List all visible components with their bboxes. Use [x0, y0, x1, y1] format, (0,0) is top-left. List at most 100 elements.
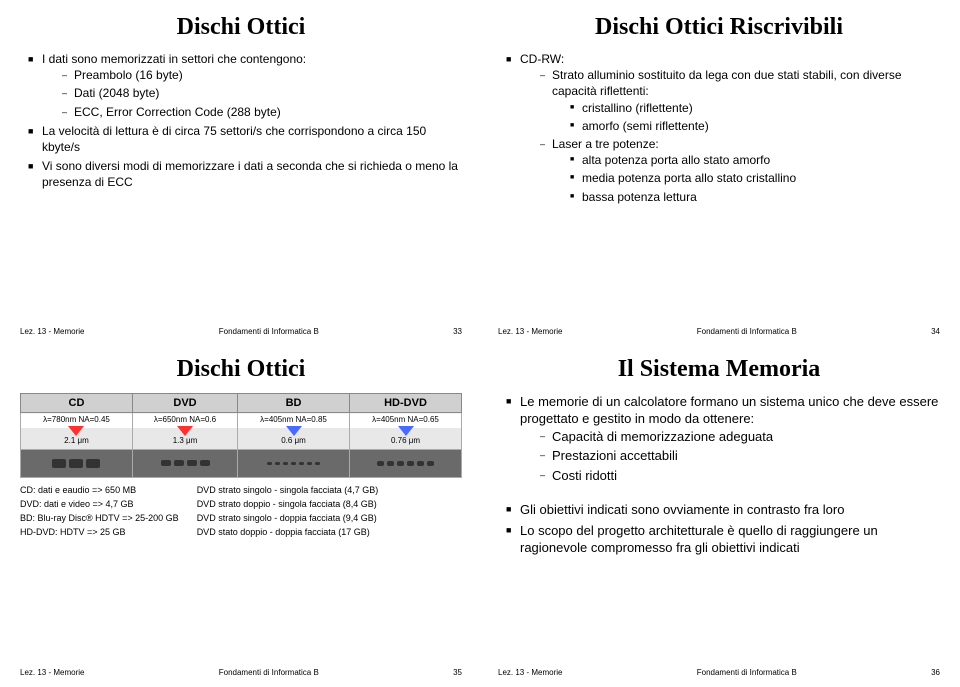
sub-bullet: Capacità di memorizzazione adeguata — [540, 428, 940, 446]
footer-page: 36 — [931, 668, 940, 677]
footer-page: 34 — [931, 327, 940, 336]
bullet: La velocità di lettura è di circa 75 set… — [28, 123, 462, 155]
legend-item: DVD strato singolo - doppia facciata (9,… — [197, 512, 379, 524]
sub-bullet: Costi ridotti — [540, 467, 940, 485]
sub-bullet: ECC, Error Correction Code (288 byte) — [62, 104, 462, 120]
sub-bullet-text: Laser a tre potenze: — [552, 137, 659, 151]
legend-item: DVD strato doppio - singola facciata (8,… — [197, 498, 379, 510]
footer-left: Lez. 13 - Memorie — [20, 327, 84, 336]
slide-footer: Lez. 13 - Memorie Fondamenti di Informat… — [20, 668, 462, 677]
laser-icon — [286, 426, 302, 436]
pit-icon — [283, 462, 288, 465]
disc-comparison-table: CD DVD BD HD-DVD λ=780nm NA=0.45 2.1 μm … — [20, 393, 462, 478]
pit-icon — [161, 460, 171, 466]
footer-center: Fondamenti di Informatica B — [697, 668, 797, 677]
col-header: HD-DVD — [350, 393, 462, 413]
bullet: Gli obiettivi indicati sono ovviamente i… — [506, 501, 940, 519]
slide-sistema-memoria: Il Sistema Memoria Le memorie di un calc… — [484, 348, 954, 682]
pits-row — [21, 449, 462, 477]
slide-dischi-ottici-1: Dischi Ottici I dati sono memorizzati in… — [6, 6, 476, 340]
legend-right: DVD strato singolo - singola facciata (4… — [197, 484, 379, 539]
spot-text: 0.76 μm — [352, 436, 459, 447]
laser-icon — [68, 426, 84, 436]
col-header: BD — [238, 393, 350, 413]
sub-bullet: Laser a tre potenze: alta potenza porta … — [540, 136, 940, 205]
spec-text: λ=405nm NA=0.85 — [240, 415, 347, 426]
spec-text: λ=405nm NA=0.65 — [352, 415, 459, 426]
laser-cell: λ=780nm NA=0.45 2.1 μm — [21, 413, 133, 450]
pit-icon — [52, 459, 66, 467]
sub-bullet: Prestazioni accettabili — [540, 447, 940, 465]
sub2-bullet: media potenza porta allo stato cristalli… — [570, 170, 940, 186]
laser-spec-row: λ=780nm NA=0.45 2.1 μm λ=650nm NA=0.6 1.… — [21, 413, 462, 450]
pit-icon — [187, 460, 197, 466]
footer-left: Lez. 13 - Memorie — [498, 668, 562, 677]
slide-content: CD-RW: Strato alluminio sostituito da le… — [498, 51, 940, 323]
footer-center: Fondamenti di Informatica B — [219, 668, 319, 677]
slide-title: Il Sistema Memoria — [498, 356, 940, 383]
spot-text: 1.3 μm — [135, 436, 235, 447]
bullet: Vi sono diversi modi di memorizzare i da… — [28, 158, 462, 190]
slide-dischi-ottici-table: Dischi Ottici CD DVD BD HD-DVD λ=780nm N… — [6, 348, 476, 682]
pit-icon — [267, 462, 272, 465]
pit-icon — [315, 462, 320, 465]
pit-icon — [275, 462, 280, 465]
slide-dischi-riscrivibili: Dischi Ottici Riscrivibili CD-RW: Strato… — [484, 6, 954, 340]
slide-footer: Lez. 13 - Memorie Fondamenti di Informat… — [20, 327, 462, 336]
table-header-row: CD DVD BD HD-DVD — [21, 393, 462, 413]
footer-page: 33 — [453, 327, 462, 336]
slide-footer: Lez. 13 - Memorie Fondamenti di Informat… — [498, 668, 940, 677]
pit-icon — [397, 461, 404, 465]
sub-bullet: Preambolo (16 byte) — [62, 67, 462, 83]
laser-cell: λ=650nm NA=0.6 1.3 μm — [132, 413, 237, 450]
slide-footer: Lez. 13 - Memorie Fondamenti di Informat… — [498, 327, 940, 336]
bullet: I dati sono memorizzati in settori che c… — [28, 51, 462, 120]
legend-item: DVD strato singolo - singola facciata (4… — [197, 484, 379, 496]
slide-title: Dischi Ottici — [20, 356, 462, 383]
pit-icon — [86, 459, 100, 467]
col-header: CD — [21, 393, 133, 413]
pit-icon — [174, 460, 184, 466]
laser-icon — [398, 426, 414, 436]
footer-center: Fondamenti di Informatica B — [697, 327, 797, 336]
sub2-bullet: bassa potenza lettura — [570, 189, 940, 205]
slide-content: I dati sono memorizzati in settori che c… — [20, 51, 462, 323]
legend-item: CD: dati e eaudio => 650 MB — [20, 484, 179, 496]
pit-icon — [200, 460, 210, 466]
spot-text: 0.6 μm — [240, 436, 347, 447]
legend-left: CD: dati e eaudio => 650 MB DVD: dati e … — [20, 484, 179, 539]
pit-icon — [417, 461, 424, 465]
sub2-bullet: alta potenza porta allo stato amorfo — [570, 152, 940, 168]
sub2-bullet: amorfo (semi riflettente) — [570, 118, 940, 134]
pit-icon — [407, 461, 414, 465]
bullet: Le memorie di un calcolatore formano un … — [506, 393, 940, 485]
footer-left: Lez. 13 - Memorie — [20, 668, 84, 677]
footer-page: 35 — [453, 668, 462, 677]
pit-icon — [299, 462, 304, 465]
pit-icon — [307, 462, 312, 465]
pits-dvd — [135, 452, 235, 475]
laser-cell: λ=405nm NA=0.85 0.6 μm — [238, 413, 350, 450]
pit-icon — [291, 462, 296, 465]
slide-title: Dischi Ottici Riscrivibili — [498, 14, 940, 41]
spot-text: 2.1 μm — [23, 436, 130, 447]
pits-bd — [240, 452, 347, 475]
sub-bullet-text: Strato alluminio sostituito da lega con … — [552, 68, 902, 98]
pit-icon — [377, 461, 384, 465]
pit-icon — [387, 461, 394, 465]
pit-icon — [427, 461, 434, 465]
footer-center: Fondamenti di Informatica B — [219, 327, 319, 336]
slide-content: Le memorie di un calcolatore formano un … — [498, 393, 940, 665]
legend-row: CD: dati e eaudio => 650 MB DVD: dati e … — [20, 484, 462, 539]
slide-title: Dischi Ottici — [20, 14, 462, 41]
bullet: CD-RW: Strato alluminio sostituito da le… — [506, 51, 940, 205]
pits-cd — [23, 452, 130, 475]
bullet: Lo scopo del progetto architetturale è q… — [506, 522, 940, 557]
legend-item: HD-DVD: HDTV => 25 GB — [20, 526, 179, 538]
pit-icon — [69, 459, 83, 467]
col-header: DVD — [132, 393, 237, 413]
bullet-text: CD-RW: — [520, 52, 564, 66]
bullet-text: Le memorie di un calcolatore formano un … — [520, 394, 938, 427]
sub-bullet: Strato alluminio sostituito da lega con … — [540, 67, 940, 134]
sub-bullet: Dati (2048 byte) — [62, 85, 462, 101]
